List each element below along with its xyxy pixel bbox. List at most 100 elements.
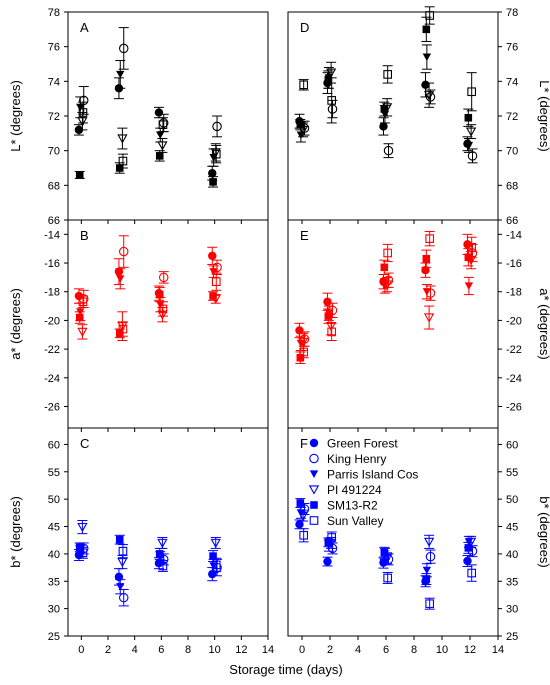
- legend-label: Sun Valley: [327, 514, 383, 528]
- panel-e-ytick-label: -22: [506, 344, 522, 356]
- panel-d-point: [383, 145, 394, 156]
- panel-c-ytick-label: 45: [48, 522, 60, 534]
- panel-b-point: [118, 246, 129, 257]
- panel-a-point: [155, 152, 164, 160]
- legend-label: Green Forest: [327, 437, 398, 451]
- panel-c-point: [77, 522, 88, 533]
- panel-d-point: [324, 75, 333, 84]
- legend-label: King Henry: [327, 452, 386, 466]
- panel-c-point: [209, 562, 218, 570]
- panel-d-point: [467, 87, 477, 97]
- panel-d-point: [383, 70, 393, 79]
- panel-c-xtick-label: 4: [132, 644, 138, 656]
- panel-a-ytick-label: 70: [48, 146, 60, 158]
- panel-f-ytick-label: 60: [506, 439, 518, 451]
- panel-f-xtick-label: 10: [436, 644, 448, 656]
- panel-f-point: [425, 551, 436, 562]
- panel-d-point: [423, 91, 435, 101]
- panel-c-point: [117, 557, 128, 568]
- panel-b-ytick-label: -18: [44, 287, 60, 299]
- panel-f-ytick-label: 55: [506, 467, 518, 479]
- legend-label: Parris Island Cos: [327, 468, 418, 482]
- panel-d-point: [327, 96, 337, 105]
- panel-c-point: [118, 546, 128, 556]
- panel-f-point: [467, 568, 477, 578]
- panel-f-frame: [287, 427, 499, 637]
- panel-a-point: [154, 108, 164, 117]
- panel-b-point: [116, 275, 125, 283]
- panel-c-ylabel: b* (degrees): [8, 496, 23, 568]
- panel-a-point: [75, 171, 84, 179]
- panel-b-point: [77, 327, 88, 338]
- panel-e-point: [467, 242, 477, 252]
- panel-d-point: [464, 141, 474, 150]
- panel-c-point: [155, 550, 164, 558]
- panel-b-point: [208, 251, 217, 261]
- panel-c-point: [157, 538, 168, 549]
- panel-a-point: [212, 121, 222, 132]
- panel-b-ytick-label: -20: [44, 315, 60, 327]
- panel-b-point: [158, 272, 169, 283]
- panel-f-ylabel: b* (degrees): [537, 496, 550, 568]
- panel-c-ytick-label: 50: [48, 494, 60, 506]
- panel-c-point: [158, 561, 168, 571]
- panel-c-frame: [67, 427, 269, 637]
- panel-f-ytick-label: 50: [506, 494, 518, 506]
- panel-e-point: [325, 322, 337, 332]
- panel-f-point: [383, 573, 393, 583]
- panel-f-point: [327, 533, 337, 542]
- panel-b-point: [155, 290, 164, 299]
- panel-c-ytick-label: 40: [48, 549, 60, 561]
- panel-f-point: [423, 537, 435, 547]
- panel-f-point: [425, 599, 435, 609]
- panel-a-point: [118, 156, 128, 166]
- panel-f-ytick-label: 40: [506, 549, 518, 561]
- panel-f-point: [297, 511, 309, 521]
- panel-e-point: [323, 297, 332, 306]
- panel-f-point: [323, 557, 332, 566]
- panel-c-xtick-label: 10: [209, 644, 221, 656]
- panel-f-letter: F: [300, 436, 308, 451]
- legend-marker: [310, 501, 318, 509]
- panel-b-ylabel: a* (degrees): [8, 288, 23, 360]
- panel-d-point: [425, 92, 436, 102]
- panel-c-letter: C: [80, 436, 89, 451]
- x-axis-label: Storage time (days): [229, 662, 342, 677]
- panel-e-ylabel: a* (degrees): [537, 288, 550, 360]
- panel-b-point: [117, 322, 128, 332]
- panel-e-ytick-label: -20: [506, 315, 522, 327]
- panel-a-point: [210, 148, 221, 158]
- panel-f-xtick-label: 2: [327, 644, 333, 656]
- panel-d-ylabel: L* (degrees): [537, 80, 550, 152]
- panel-a-point: [157, 141, 168, 151]
- panel-f-xtick-label: 4: [355, 644, 361, 656]
- panel-c-xtick-label: 12: [235, 644, 247, 656]
- panel-e-point: [383, 275, 394, 285]
- panel-a-ytick-label: 68: [48, 180, 60, 192]
- panel-d-point: [467, 151, 478, 161]
- panel-b-ytick-label: -22: [44, 344, 60, 356]
- panel-d-ytick-label: 72: [506, 111, 518, 123]
- legend-label: SM13-R2: [327, 499, 378, 513]
- panel-d-point: [425, 11, 435, 20]
- panel-b-point: [114, 267, 124, 276]
- panel-b-frame: [67, 219, 269, 429]
- panel-e-point: [381, 280, 393, 290]
- panel-e-point: [295, 326, 304, 335]
- panel-f-xtick-label: 8: [411, 644, 417, 656]
- panel-a-point: [208, 169, 217, 178]
- panel-e-ytick-label: -16: [506, 258, 522, 270]
- panel-e-point: [422, 254, 431, 263]
- panel-c-point: [211, 560, 221, 570]
- panel-f-point: [464, 544, 473, 552]
- panel-d-point: [422, 53, 432, 62]
- panel-e-letter: E: [300, 228, 309, 243]
- panel-e-point: [423, 313, 435, 323]
- panel-b-point: [78, 297, 88, 307]
- panel-e-point: [464, 282, 474, 290]
- panel-b-point: [75, 313, 84, 322]
- panel-d-ytick-label: 68: [506, 180, 518, 192]
- panel-f-point: [422, 566, 432, 575]
- panel-f-point: [422, 575, 431, 583]
- panel-c-ytick-label: 55: [48, 467, 60, 479]
